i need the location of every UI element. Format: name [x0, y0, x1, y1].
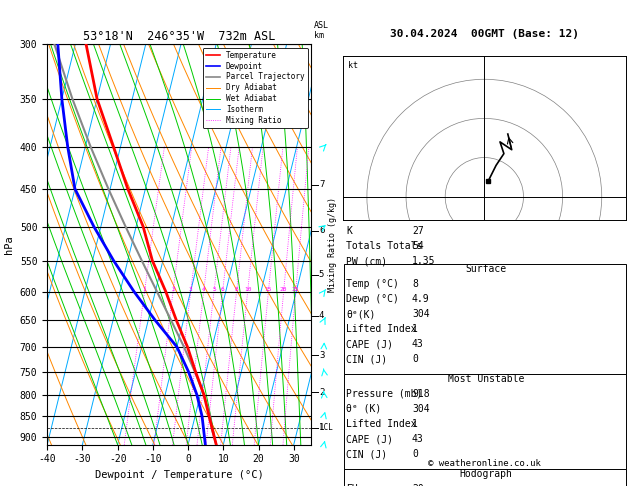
Text: CIN (J): CIN (J): [346, 449, 387, 459]
Text: 1: 1: [412, 324, 418, 334]
Text: Most Unstable: Most Unstable: [448, 374, 524, 384]
Text: 25: 25: [292, 287, 299, 292]
Text: 918: 918: [412, 389, 430, 399]
Text: 8: 8: [235, 287, 238, 292]
Text: 0: 0: [412, 354, 418, 364]
Text: 10: 10: [244, 287, 252, 292]
Text: 4: 4: [202, 287, 206, 292]
Text: 1: 1: [143, 287, 147, 292]
Text: Lifted Index: Lifted Index: [346, 324, 416, 334]
Text: CIN (J): CIN (J): [346, 354, 387, 364]
Text: 20: 20: [280, 287, 287, 292]
Text: CAPE (J): CAPE (J): [346, 339, 393, 349]
Text: 27: 27: [412, 226, 424, 236]
Title: 53°18'N  246°35'W  732m ASL: 53°18'N 246°35'W 732m ASL: [83, 30, 276, 43]
Text: 4: 4: [319, 312, 325, 320]
Text: 7: 7: [319, 180, 325, 190]
Text: 1: 1: [412, 419, 418, 429]
Text: 5: 5: [319, 270, 325, 279]
Text: θᵉ(K): θᵉ(K): [346, 309, 376, 319]
Text: 6: 6: [319, 226, 325, 235]
Y-axis label: hPa: hPa: [4, 235, 14, 254]
Text: 3: 3: [319, 351, 325, 360]
Text: CAPE (J): CAPE (J): [346, 434, 393, 444]
Text: 0: 0: [412, 449, 418, 459]
Text: 2: 2: [319, 388, 325, 397]
Text: kt: kt: [348, 61, 359, 69]
Text: 2: 2: [171, 287, 175, 292]
Text: K: K: [346, 226, 352, 236]
Text: 304: 304: [412, 309, 430, 319]
Text: LCL: LCL: [319, 423, 333, 433]
Text: 1: 1: [319, 423, 325, 433]
Text: km: km: [314, 31, 324, 40]
Text: 15: 15: [265, 287, 272, 292]
Text: © weatheronline.co.uk: © weatheronline.co.uk: [428, 459, 541, 469]
Text: 304: 304: [412, 404, 430, 414]
Text: ASL: ASL: [314, 21, 329, 30]
Legend: Temperature, Dewpoint, Parcel Trajectory, Dry Adiabat, Wet Adiabat, Isotherm, Mi: Temperature, Dewpoint, Parcel Trajectory…: [203, 48, 308, 128]
X-axis label: Dewpoint / Temperature (°C): Dewpoint / Temperature (°C): [95, 470, 264, 480]
Text: Mixing Ratio (g/kg): Mixing Ratio (g/kg): [328, 197, 337, 292]
Text: 4.9: 4.9: [412, 294, 430, 304]
Text: Lifted Index: Lifted Index: [346, 419, 416, 429]
Text: Totals Totals: Totals Totals: [346, 241, 422, 251]
Text: Hodograph: Hodograph: [459, 469, 513, 479]
Text: EH: EH: [346, 484, 358, 486]
Text: Pressure (mb): Pressure (mb): [346, 389, 422, 399]
Text: 20: 20: [412, 484, 424, 486]
Text: Surface: Surface: [465, 264, 506, 274]
Text: Temp (°C): Temp (°C): [346, 279, 399, 289]
Text: Dewp (°C): Dewp (°C): [346, 294, 399, 304]
Text: 8: 8: [412, 279, 418, 289]
Text: 1.35: 1.35: [412, 256, 435, 266]
Text: 43: 43: [412, 434, 424, 444]
Text: 43: 43: [412, 339, 424, 349]
Text: PW (cm): PW (cm): [346, 256, 387, 266]
Text: 5: 5: [212, 287, 216, 292]
Text: 3: 3: [189, 287, 192, 292]
Text: 54: 54: [412, 241, 424, 251]
Text: 6: 6: [221, 287, 225, 292]
Text: θᵉ (K): θᵉ (K): [346, 404, 381, 414]
Text: 30.04.2024  00GMT (Base: 12): 30.04.2024 00GMT (Base: 12): [390, 29, 579, 39]
